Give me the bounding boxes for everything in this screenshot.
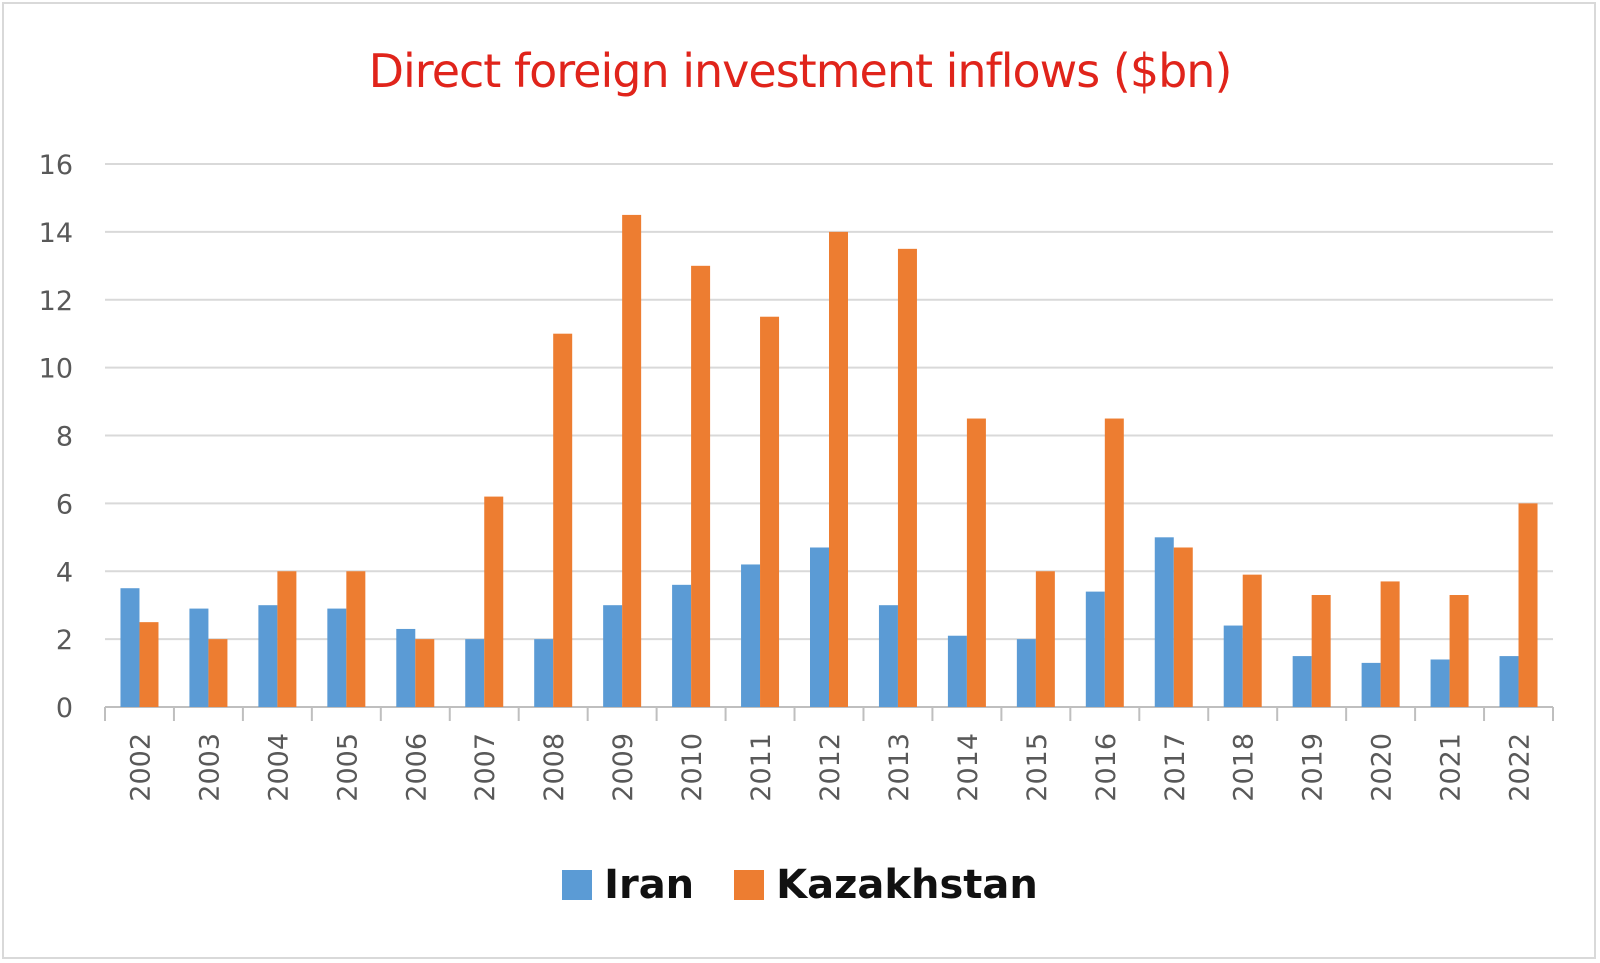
x-tick-label-2008: 2008 xyxy=(539,733,570,802)
bar-iran-2015 xyxy=(1016,639,1036,707)
bar-kazakhstan-2022 xyxy=(1518,503,1538,707)
x-tick-label-2010: 2010 xyxy=(677,733,708,802)
x-tick-label-2013: 2013 xyxy=(884,733,915,802)
bar-iran-2002 xyxy=(120,588,140,707)
bar-kazakhstan-2017 xyxy=(1173,547,1193,707)
bar-kazakhstan-2005 xyxy=(346,571,366,707)
bar-kazakhstan-2002 xyxy=(139,622,159,707)
bar-kazakhstan-2016 xyxy=(1104,418,1124,707)
bar-iran-2010 xyxy=(672,584,692,707)
bar-iran-2016 xyxy=(1085,591,1105,707)
y-tick-label-6: 6 xyxy=(56,489,73,520)
bar-kazakhstan-2010 xyxy=(691,265,711,707)
y-tick-label-2: 2 xyxy=(56,625,73,656)
bar-kazakhstan-2020 xyxy=(1380,581,1400,707)
bar-kazakhstan-2014 xyxy=(966,418,986,707)
bar-kazakhstan-2011 xyxy=(760,316,780,707)
x-tick-label-2007: 2007 xyxy=(470,733,501,802)
bar-iran-2008 xyxy=(534,639,554,707)
y-tick-label-14: 14 xyxy=(39,218,73,249)
x-tick-label-2014: 2014 xyxy=(953,733,984,802)
bar-iran-2013 xyxy=(878,605,898,707)
x-tick-label-2002: 2002 xyxy=(125,733,156,802)
bar-iran-2022 xyxy=(1499,656,1519,707)
bar-kazakhstan-2008 xyxy=(553,333,573,707)
bar-kazakhstan-2004 xyxy=(277,571,297,707)
bar-iran-2004 xyxy=(258,605,278,707)
x-tick-label-2006: 2006 xyxy=(401,733,432,802)
bar-iran-2009 xyxy=(603,605,623,707)
x-tick-label-2018: 2018 xyxy=(1229,733,1260,802)
bar-kazakhstan-2018 xyxy=(1242,574,1262,707)
x-tick-label-2016: 2016 xyxy=(1091,733,1122,802)
bar-iran-2006 xyxy=(396,628,416,707)
y-tick-label-10: 10 xyxy=(39,354,73,385)
bar-iran-2014 xyxy=(947,635,967,707)
x-tick-label-2020: 2020 xyxy=(1367,733,1398,802)
legend: Iran Kazakhstan xyxy=(0,862,1600,908)
x-tick-label-2021: 2021 xyxy=(1436,733,1467,802)
bar-kazakhstan-2009 xyxy=(622,214,642,707)
x-tick-label-2012: 2012 xyxy=(815,733,846,802)
legend-label-iran: Iran xyxy=(604,862,695,908)
legend-item-iran: Iran xyxy=(562,862,694,908)
bar-kazakhstan-2013 xyxy=(897,248,917,707)
legend-label-kazakhstan: Kazakhstan xyxy=(776,862,1038,908)
x-tick-label-2011: 2011 xyxy=(746,733,777,802)
chart-title: Direct foreign investment inflows ($bn) xyxy=(368,44,1233,98)
bar-kazakhstan-2021 xyxy=(1449,595,1469,707)
bar-kazakhstan-2012 xyxy=(829,231,848,707)
bar-iran-2003 xyxy=(189,608,209,707)
y-tick-label-8: 8 xyxy=(56,422,73,453)
bar-iran-2019 xyxy=(1292,656,1312,707)
bar-kazakhstan-2003 xyxy=(208,639,228,707)
bar-kazakhstan-2019 xyxy=(1311,595,1331,707)
bar-iran-2011 xyxy=(741,564,761,707)
y-tick-label-4: 4 xyxy=(56,557,73,588)
bar-iran-2020 xyxy=(1361,662,1381,707)
bar-iran-2007 xyxy=(465,639,485,707)
bar-kazakhstan-2015 xyxy=(1035,571,1055,707)
bar-kazakhstan-2006 xyxy=(415,639,435,707)
x-tick-label-2022: 2022 xyxy=(1505,733,1536,802)
legend-item-kazakhstan: Kazakhstan xyxy=(734,862,1038,908)
bar-iran-2012 xyxy=(810,547,829,707)
y-tick-label-16: 16 xyxy=(39,150,73,181)
x-tick-label-2003: 2003 xyxy=(194,733,225,802)
x-tick-label-2019: 2019 xyxy=(1298,733,1329,802)
legend-swatch-kazakhstan xyxy=(734,870,765,900)
y-tick-label-12: 12 xyxy=(39,286,73,317)
bar-iran-2005 xyxy=(327,608,347,707)
x-tick-label-2009: 2009 xyxy=(608,733,639,802)
x-tick-label-2017: 2017 xyxy=(1160,733,1191,802)
bar-kazakhstan-2007 xyxy=(484,496,504,707)
legend-swatch-iran xyxy=(562,870,593,900)
x-tick-label-2005: 2005 xyxy=(332,733,363,802)
bar-iran-2021 xyxy=(1430,659,1450,707)
bar-iran-2017 xyxy=(1154,537,1174,707)
x-tick-label-2015: 2015 xyxy=(1022,733,1053,802)
y-tick-label-0: 0 xyxy=(56,693,73,724)
bar-iran-2018 xyxy=(1223,625,1243,707)
x-tick-label-2004: 2004 xyxy=(263,733,294,802)
